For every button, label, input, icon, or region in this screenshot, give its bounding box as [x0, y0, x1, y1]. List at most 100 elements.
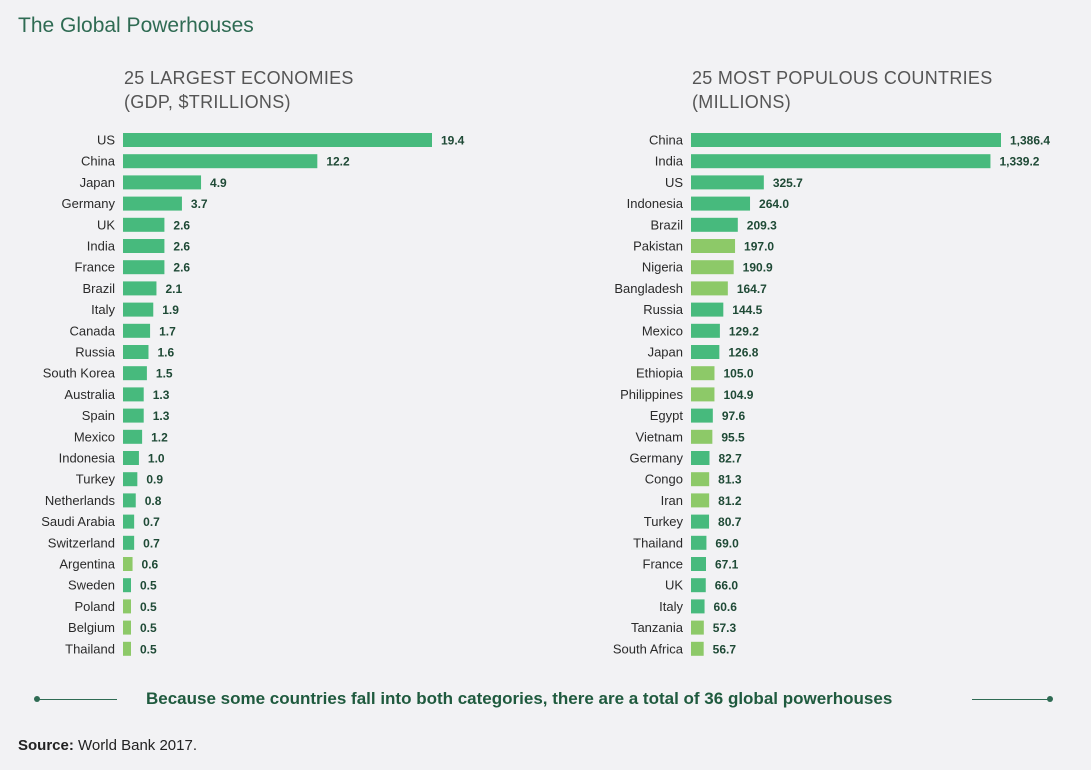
population-chart-subtitle: (MILLIONS): [692, 92, 792, 112]
value-label: 1.3: [153, 409, 170, 423]
category-label: China: [649, 133, 684, 148]
category-label: Sweden: [68, 578, 115, 593]
value-label: 105.0: [723, 367, 753, 381]
category-label: Thailand: [65, 641, 115, 656]
value-label: 66.0: [715, 579, 739, 593]
category-label: Italy: [91, 302, 115, 317]
category-label: Vietnam: [636, 429, 683, 444]
category-label: Tanzania: [631, 620, 684, 635]
category-label: Japan: [648, 345, 683, 360]
bar: [123, 578, 131, 593]
bar: [123, 387, 144, 402]
category-label: Turkey: [76, 472, 116, 487]
value-label: 1,339.2: [999, 155, 1039, 169]
value-label: 0.8: [145, 494, 162, 508]
bar: [123, 493, 136, 508]
category-label: Egypt: [650, 408, 684, 423]
gdp-chart-title: 25 LARGEST ECONOMIES: [124, 68, 354, 88]
source-label: Source:: [18, 737, 74, 754]
population-bar-chart: China 1,386.4 India 1,339.2 US 325.7 Indonesia…: [613, 133, 1050, 657]
category-label: India: [655, 154, 684, 169]
bar: [691, 387, 715, 402]
value-label: 0.5: [140, 600, 157, 614]
footnote-right-rule: [972, 699, 1050, 700]
bar: [123, 345, 149, 359]
value-label: 82.7: [718, 452, 742, 466]
footnote-right-dot: [1047, 696, 1053, 702]
category-label: Russia: [643, 302, 684, 317]
value-label: 2.1: [165, 282, 182, 296]
value-label: 81.2: [718, 494, 742, 508]
value-label: 19.4: [441, 134, 465, 148]
category-label: Japan: [80, 175, 115, 190]
bar: [691, 641, 704, 656]
category-label: US: [97, 133, 115, 148]
category-label: India: [87, 239, 116, 254]
value-label: 144.5: [732, 303, 762, 317]
value-label: 190.9: [743, 261, 773, 275]
category-label: Poland: [75, 599, 115, 614]
category-label: France: [643, 557, 683, 572]
value-label: 1.5: [156, 367, 173, 381]
population-chart-title: 25 MOST POPULOUS COUNTRIES: [692, 68, 993, 88]
value-label: 2.6: [173, 261, 190, 275]
value-label: 164.7: [737, 282, 767, 296]
bar: [123, 239, 165, 253]
value-label: 209.3: [747, 218, 777, 232]
bar: [691, 239, 736, 253]
category-label: Mexico: [642, 323, 683, 338]
bar: [691, 578, 706, 593]
bar: [691, 451, 710, 465]
bar: [691, 366, 715, 381]
value-label: 2.6: [173, 240, 190, 254]
value-label: 80.7: [718, 515, 742, 529]
bar: [123, 451, 139, 465]
bar: [123, 472, 138, 487]
category-label: Canada: [69, 323, 115, 338]
value-label: 104.9: [723, 388, 753, 402]
value-label: 2.6: [173, 218, 190, 232]
bar: [691, 133, 1001, 147]
footnote: Because some countries fall into both ca…: [0, 688, 1091, 712]
value-label: 95.5: [721, 430, 745, 444]
bar: [691, 345, 720, 359]
category-label: Ethiopia: [636, 366, 684, 381]
value-label: 1.6: [157, 346, 174, 360]
category-label: Saudi Arabia: [41, 514, 115, 529]
bar: [123, 133, 432, 147]
category-label: Mexico: [74, 429, 115, 444]
page-title: The Global Powerhouses: [18, 14, 254, 37]
bar: [123, 217, 165, 232]
bar: [691, 281, 728, 296]
bar: [123, 366, 147, 381]
bar: [123, 535, 135, 550]
category-label: Australia: [64, 387, 115, 402]
category-label: Turkey: [644, 514, 684, 529]
bar: [691, 154, 991, 169]
gdp-chart-heading: 25 LARGEST ECONOMIES (GDP, $TRILLIONS): [124, 66, 354, 114]
footnote-left-rule: [37, 699, 117, 700]
category-label: Indonesia: [59, 451, 116, 466]
bar: [123, 557, 133, 571]
bar: [123, 323, 151, 338]
value-label: 0.9: [146, 473, 163, 487]
category-label: US: [665, 175, 683, 190]
bar: [691, 493, 710, 508]
category-label: France: [75, 260, 115, 275]
value-label: 3.7: [191, 197, 208, 211]
value-label: 1.2: [151, 430, 168, 444]
bar: [691, 302, 724, 317]
value-label: 129.2: [729, 324, 759, 338]
bar: [123, 281, 157, 296]
value-label: 0.5: [140, 579, 157, 593]
bar: [123, 408, 144, 423]
value-label: 0.7: [143, 515, 160, 529]
footnote-text: Because some countries fall into both ca…: [146, 689, 893, 708]
value-label: 4.9: [210, 176, 227, 190]
value-label: 264.0: [759, 197, 789, 211]
value-label: 1.0: [148, 452, 165, 466]
value-label: 126.8: [728, 346, 758, 360]
bar: [691, 535, 707, 550]
value-label: 97.6: [722, 409, 746, 423]
category-label: Pakistan: [633, 239, 683, 254]
